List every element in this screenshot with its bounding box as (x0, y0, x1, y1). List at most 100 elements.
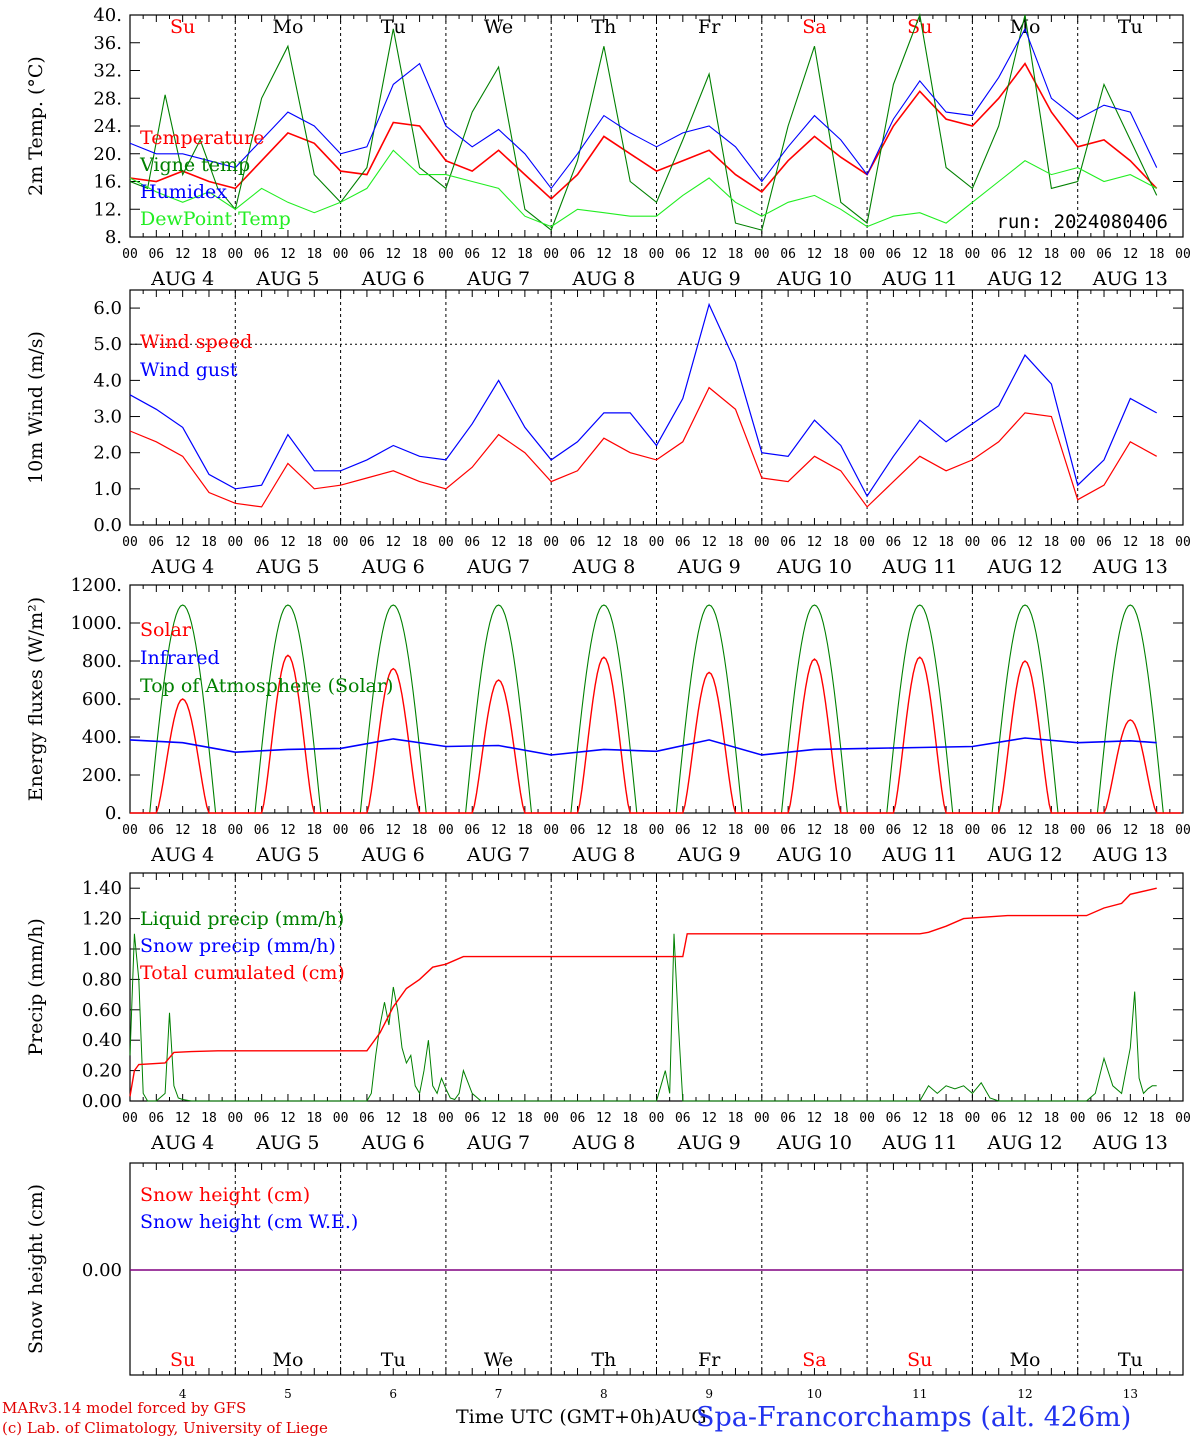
hour-tick-label: 18 (622, 1111, 638, 1126)
y-tick-label: 0.00 (82, 1091, 122, 1112)
date-label: AUG 5 (255, 1132, 319, 1154)
hour-tick-label: 06 (359, 823, 375, 838)
day-number: 5 (284, 1387, 292, 1401)
y-tick-label: 0.0 (93, 515, 122, 536)
series-total-cumulated-cm- (129, 887, 1157, 1097)
hour-tick-label: 06 (254, 823, 270, 838)
hour-tick-label: 00 (965, 1111, 981, 1126)
y-tick-label: 0.80 (82, 969, 122, 990)
y-tick-label: 1.0 (93, 479, 122, 500)
hour-tick-label: 18 (833, 1111, 849, 1126)
hour-tick-label: 12 (1123, 535, 1139, 550)
hour-tick-label: 18 (306, 535, 322, 550)
y-tick-label: 40. (93, 5, 122, 26)
hour-tick-label: 06 (991, 1111, 1007, 1126)
hour-tick-label: 06 (886, 1111, 902, 1126)
hour-tick-label: 18 (622, 247, 638, 262)
y-axis-title: 10m Wind (m/s) (25, 331, 47, 484)
hour-tick-label: 18 (517, 535, 533, 550)
weekday-label: Tu (381, 16, 406, 38)
y-tick-label: 0.60 (82, 1000, 122, 1021)
date-label: AUG 5 (255, 268, 319, 290)
weekday-label: Th (591, 16, 616, 38)
date-label: AUG 4 (150, 1132, 214, 1154)
date-label: AUG 10 (776, 844, 852, 866)
hour-tick-label: 18 (201, 1111, 217, 1126)
y-tick-label: 36. (93, 33, 122, 54)
hour-tick-label: 18 (833, 535, 849, 550)
weekday-label: Fr (698, 16, 721, 38)
y-axis-title: Snow height (cm) (25, 1184, 47, 1354)
hour-tick-label: 06 (359, 1111, 375, 1126)
y-tick-label: 28. (93, 88, 122, 109)
hour-tick-label: 00 (1175, 1111, 1191, 1126)
hour-tick-label: 00 (543, 247, 559, 262)
legend-snow-height-cm-w-e-: Snow height (cm W.E.) (140, 1211, 358, 1233)
hour-tick-label: 18 (728, 1111, 744, 1126)
date-label: AUG 6 (361, 268, 425, 290)
day-number: 6 (389, 1387, 397, 1401)
legend-wind-gust: Wind gust (140, 359, 238, 381)
hour-tick-label: 12 (1017, 535, 1033, 550)
weekday-label: Mo (272, 16, 303, 38)
series-wind-speed (129, 386, 1157, 508)
hour-tick-label: 06 (464, 1111, 480, 1126)
hour-tick-label: 06 (359, 247, 375, 262)
y-tick-label: 3.0 (93, 407, 122, 428)
station-name: Spa-Francorchamps (alt. 426m) (696, 1402, 1132, 1433)
series-dewpoint-temp (129, 149, 1157, 228)
hour-tick-label: 12 (596, 1111, 612, 1126)
weekday-label-bottom: Tu (381, 1349, 406, 1371)
y-tick-label: 0.00 (82, 1260, 122, 1281)
hour-tick-label: 12 (596, 535, 612, 550)
weekday-label-bottom: Tu (1118, 1349, 1143, 1371)
series-top-of-atmosphere (130, 604, 1181, 814)
date-label: AUG 4 (150, 844, 214, 866)
date-label: AUG 12 (986, 844, 1062, 866)
hour-tick-label: 18 (517, 1111, 533, 1126)
hour-tick-label: 12 (596, 823, 612, 838)
series-liquid-precip-mm-h- (129, 933, 1157, 1102)
hour-tick-label: 12 (491, 535, 507, 550)
date-label: AUG 12 (986, 1132, 1062, 1154)
hour-tick-label: 12 (491, 823, 507, 838)
y-tick-label: 0.40 (82, 1030, 122, 1051)
hour-tick-label: 18 (1149, 247, 1165, 262)
hour-tick-label: 12 (385, 823, 401, 838)
hour-tick-label: 12 (1017, 823, 1033, 838)
hour-tick-label: 00 (754, 823, 770, 838)
date-label: AUG 6 (361, 844, 425, 866)
hour-tick-label: 00 (333, 1111, 349, 1126)
y-tick-label: 4.0 (93, 370, 122, 391)
hour-tick-label: 18 (306, 1111, 322, 1126)
date-label: AUG 11 (881, 556, 957, 578)
y-tick-label: 1000. (70, 613, 122, 634)
hour-tick-label: 06 (148, 1111, 164, 1126)
legend-infrared: Infrared (140, 647, 220, 669)
hour-tick-label: 12 (912, 1111, 928, 1126)
hour-tick-label: 12 (280, 1111, 296, 1126)
y-tick-label: 32. (93, 61, 122, 82)
hour-tick-label: 06 (1096, 535, 1112, 550)
hour-tick-label: 06 (570, 535, 586, 550)
day-number: 10 (807, 1387, 822, 1401)
day-number: 8 (600, 1387, 608, 1401)
series-temperature (129, 62, 1158, 200)
hour-tick-label: 12 (175, 247, 191, 262)
hour-tick-label: 06 (991, 823, 1007, 838)
hour-tick-label: 06 (886, 823, 902, 838)
date-label: AUG 12 (986, 556, 1062, 578)
hour-tick-label: 12 (807, 535, 823, 550)
y-tick-label: 0.20 (82, 1061, 122, 1082)
hour-tick-label: 18 (306, 247, 322, 262)
hour-tick-label: 18 (412, 823, 428, 838)
hour-tick-label: 18 (938, 535, 954, 550)
hour-tick-label: 06 (148, 535, 164, 550)
hour-tick-label: 18 (201, 247, 217, 262)
series-infrared (129, 737, 1157, 756)
hour-tick-label: 00 (543, 823, 559, 838)
hour-tick-label: 06 (254, 247, 270, 262)
legend-humidex: Humidex (140, 181, 227, 203)
hour-tick-label: 18 (938, 823, 954, 838)
weekday-label: Su (170, 16, 195, 38)
